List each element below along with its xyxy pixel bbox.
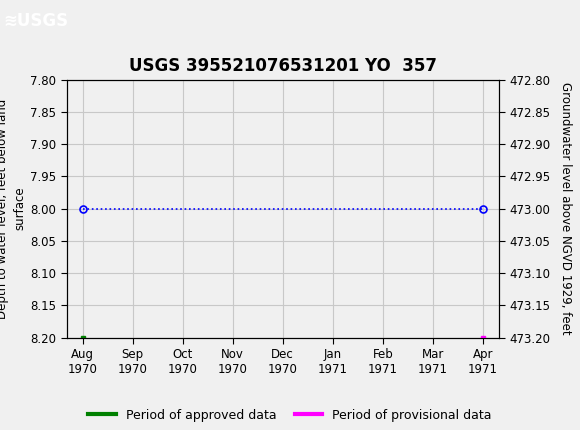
Y-axis label: Groundwater level above NGVD 1929, feet: Groundwater level above NGVD 1929, feet <box>559 82 572 335</box>
Legend: Period of approved data, Period of provisional data: Period of approved data, Period of provi… <box>88 408 492 421</box>
Text: ≋USGS: ≋USGS <box>3 12 68 29</box>
Title: USGS 395521076531201 YO  357: USGS 395521076531201 YO 357 <box>129 57 437 75</box>
Y-axis label: Depth to water level, feet below land
surface: Depth to water level, feet below land su… <box>0 98 26 319</box>
